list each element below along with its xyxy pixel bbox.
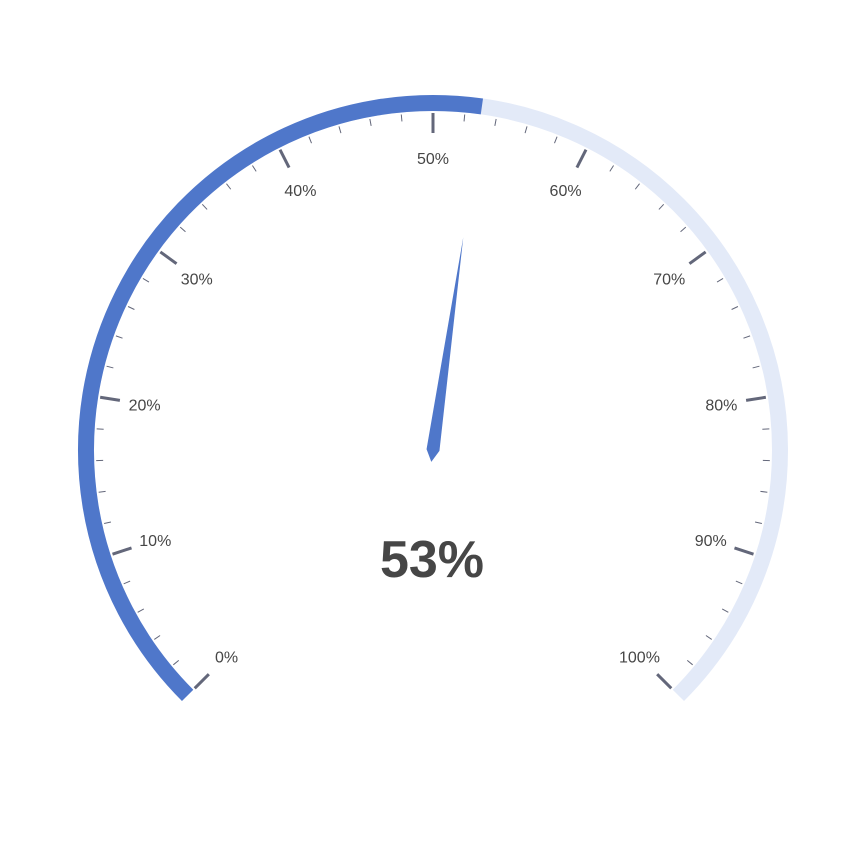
gauge-minor-tick	[721, 608, 729, 613]
gauge-minor-tick	[524, 126, 528, 134]
gauge-tick-label: 50%	[417, 151, 449, 168]
gauge-minor-tick	[752, 365, 760, 369]
gauge-major-tick	[193, 673, 210, 690]
gauge-progress-arc	[78, 95, 484, 702]
gauge-minor-tick	[201, 203, 208, 210]
gauge-value-label: 53%	[380, 531, 484, 589]
gauge-minor-tick	[252, 165, 257, 172]
gauge-minor-tick	[115, 335, 123, 339]
gauge-minor-tick	[153, 635, 161, 640]
gauge-minor-tick	[98, 490, 106, 493]
gauge-major-tick	[112, 546, 132, 556]
gauge-minor-tick	[754, 521, 762, 525]
gauge-minor-tick	[494, 118, 497, 126]
gauge-minor-tick	[226, 183, 232, 190]
gauge-major-tick	[734, 546, 754, 556]
gauge-tick-label: 90%	[695, 533, 727, 550]
gauge-minor-tick	[680, 226, 687, 233]
gauge-minor-tick	[106, 365, 114, 369]
gauge-tick-label: 60%	[550, 183, 582, 200]
gauge-major-tick	[575, 149, 588, 169]
gauge-minor-tick	[142, 278, 150, 283]
gauge-minor-tick	[735, 580, 743, 585]
gauge-minor-tick	[308, 136, 312, 144]
gauge-minor-tick	[743, 335, 751, 339]
gauge-minor-tick	[137, 608, 145, 613]
gauge-minor-tick	[731, 306, 739, 310]
gauge-minor-tick	[400, 114, 403, 122]
gauge-minor-tick	[338, 126, 342, 134]
gauge-minor-tick	[658, 203, 665, 210]
gauge-minor-tick	[173, 659, 180, 666]
gauge-minor-tick	[123, 580, 131, 585]
gauge-minor-tick	[369, 118, 372, 126]
gauge-minor-tick	[179, 226, 186, 233]
gauge-ticks	[96, 113, 770, 690]
gauge-tick-labels: 0% 10% 20% 30% 40% 50% 60% 70% 80% 90% 100%	[129, 151, 738, 666]
gauge-tick-label: 70%	[653, 271, 685, 288]
gauge-tick-label: 30%	[181, 271, 213, 288]
gauge-tick-label: 10%	[139, 533, 171, 550]
gauge-needle	[426, 237, 464, 462]
gauge-tick-label: 40%	[284, 183, 316, 200]
gauge-major-tick	[656, 673, 673, 690]
gauge-tick-label: 0%	[215, 649, 238, 666]
gauge-minor-tick	[609, 165, 614, 172]
gauge-minor-tick	[760, 490, 768, 493]
gauge-minor-tick	[686, 659, 693, 666]
gauge-minor-tick	[716, 278, 724, 283]
gauge-minor-tick	[554, 136, 558, 144]
gauge-minor-tick	[104, 521, 112, 525]
gauge-major-tick	[99, 395, 121, 402]
gauge-minor-tick	[127, 306, 135, 310]
gauge-minor-tick	[705, 635, 713, 640]
gauge-major-tick	[688, 250, 707, 265]
gauge-minor-tick	[634, 183, 640, 190]
gauge-tick-label: 80%	[705, 397, 737, 414]
gauge-major-tick	[278, 149, 291, 169]
gauge-tick-label: 100%	[619, 649, 660, 666]
gauge-major-tick	[159, 250, 178, 265]
gauge-major-tick	[745, 395, 767, 402]
gauge-tick-label: 20%	[129, 397, 161, 414]
gauge-minor-tick	[463, 114, 466, 122]
